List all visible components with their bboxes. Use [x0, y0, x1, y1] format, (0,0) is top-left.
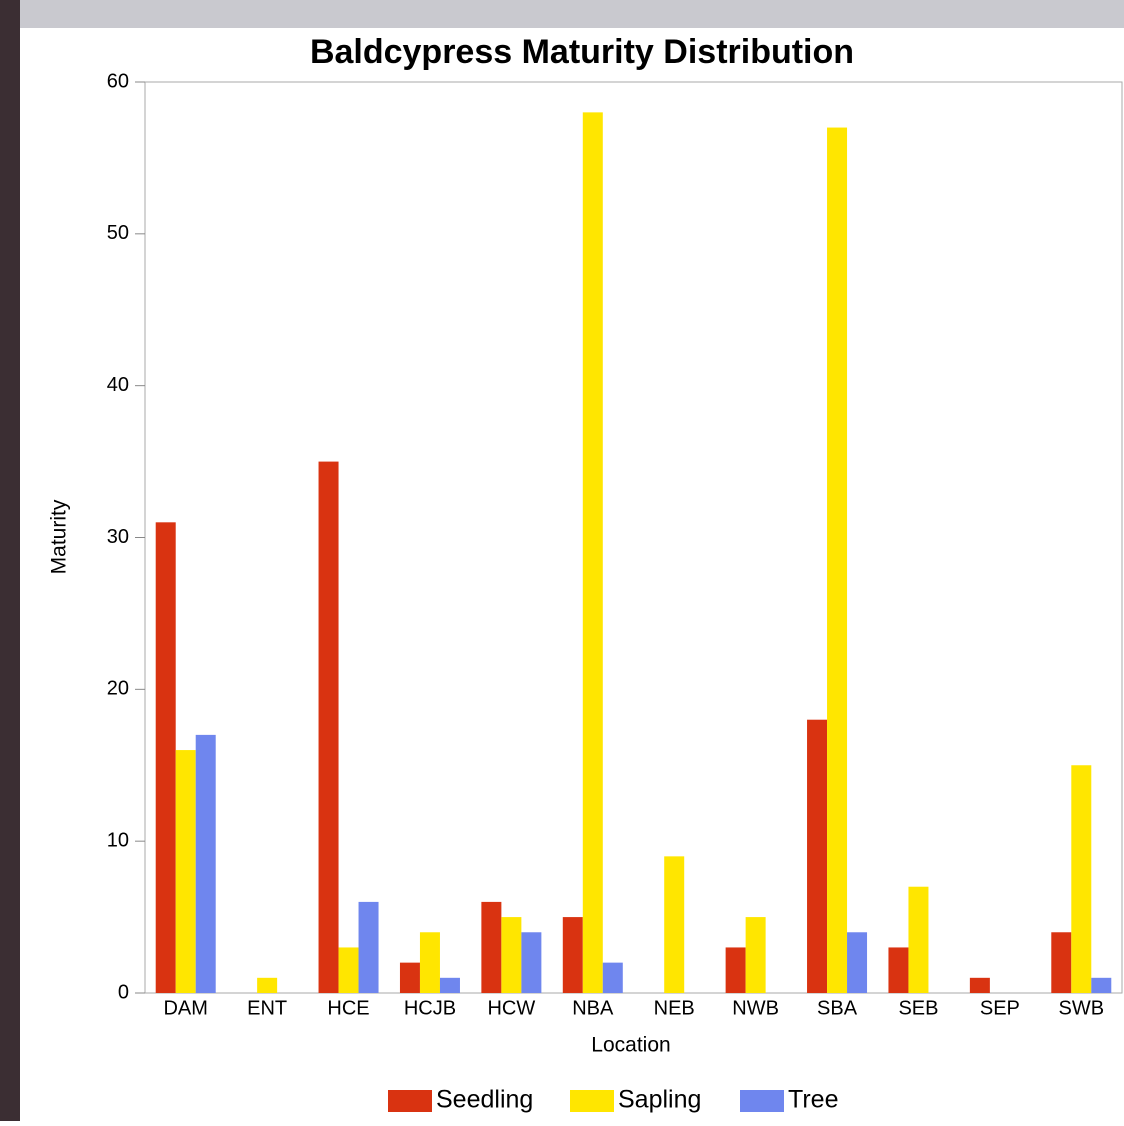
bar [419, 932, 440, 993]
x-tick-label: HCE [327, 997, 369, 1019]
x-tick-label: HCW [487, 997, 535, 1019]
bar [807, 719, 828, 993]
x-tick-label: ENT [247, 997, 287, 1019]
x-axis-label: Location [591, 1034, 670, 1057]
y-tick-label: 30 [107, 526, 129, 548]
bar [195, 734, 216, 993]
bar [888, 947, 909, 993]
y-tick-label: 0 [118, 981, 129, 1003]
legend-swatch [570, 1090, 614, 1112]
y-tick-label: 20 [107, 678, 129, 700]
bar [562, 917, 583, 993]
x-tick-label: NEB [654, 997, 695, 1019]
bar [399, 962, 420, 993]
bar [439, 977, 460, 993]
x-tick-label: NBA [572, 997, 614, 1019]
y-tick-label: 50 [107, 222, 129, 244]
bar [1051, 932, 1072, 993]
bar [521, 932, 542, 993]
x-tick-label: SEP [980, 997, 1020, 1019]
bar [501, 917, 522, 993]
legend-label: Sapling [618, 1086, 701, 1114]
bar [827, 127, 848, 994]
bar [175, 750, 196, 993]
bar [725, 947, 746, 993]
bar [582, 112, 603, 993]
x-tick-label: HCJB [404, 997, 456, 1019]
y-axis-label: Maturity [48, 499, 71, 574]
bar [602, 962, 623, 993]
bar [969, 977, 990, 993]
y-tick-label: 60 [107, 70, 129, 92]
bar [155, 522, 176, 993]
legend-swatch [388, 1090, 432, 1112]
bar [338, 947, 359, 993]
x-tick-label: NWB [732, 997, 779, 1019]
bar [257, 977, 278, 993]
y-tick-label: 10 [107, 829, 129, 851]
bar [358, 901, 379, 993]
bar [847, 932, 868, 993]
legend-label: Seedling [436, 1086, 533, 1114]
x-tick-label: SEB [898, 997, 938, 1019]
top-strip [0, 0, 1124, 28]
bar [664, 856, 685, 993]
left-strip [0, 0, 20, 1121]
bar [908, 886, 929, 993]
bar [481, 901, 502, 993]
x-tick-label: SBA [817, 997, 858, 1019]
bar [1071, 765, 1092, 993]
bar [745, 917, 766, 993]
legend-swatch [740, 1090, 784, 1112]
chart-title: Baldcypress Maturity Distribution [310, 33, 854, 71]
bar [1091, 977, 1112, 993]
bar [318, 461, 339, 993]
x-tick-label: SWB [1059, 997, 1105, 1019]
legend-label: Tree [788, 1086, 838, 1114]
y-tick-label: 40 [107, 374, 129, 396]
x-tick-label: DAM [163, 997, 207, 1019]
